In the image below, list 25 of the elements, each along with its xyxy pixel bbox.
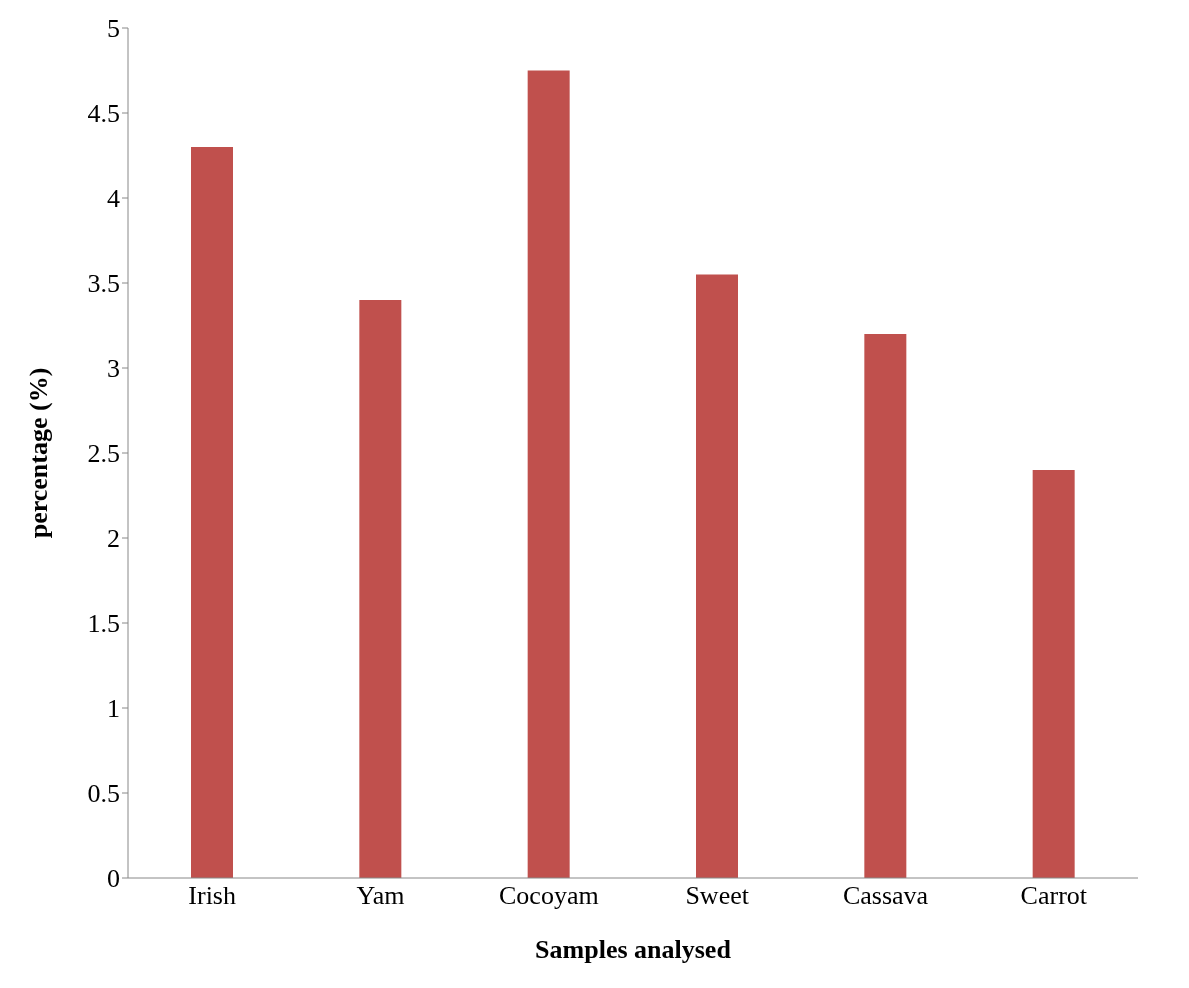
y-tick-label: 0.5 [87, 779, 120, 809]
bar [864, 334, 907, 878]
y-tick-label: 3 [107, 354, 120, 384]
x-axis-title: Samples analysed [535, 935, 732, 964]
bar [1032, 470, 1075, 878]
y-tick-label: 1 [107, 694, 120, 724]
x-tick-label: Cocoyam [499, 881, 599, 911]
bar [696, 274, 738, 878]
y-axis-title: percentage (%) [24, 367, 54, 539]
y-tick-label: 0 [107, 864, 120, 894]
y-tick-label: 4 [107, 184, 120, 214]
y-tick-label: 4.5 [87, 99, 120, 129]
bar [191, 147, 233, 878]
x-tick-label: Cassava [842, 881, 929, 911]
bar [359, 300, 402, 878]
x-tick-label: Carrot [1020, 881, 1088, 911]
x-tick-label: Sweet [685, 881, 750, 911]
bar [527, 70, 570, 878]
x-tick-label: Irish [188, 881, 236, 911]
y-tick-label: 1.5 [87, 609, 120, 639]
y-tick-label: 5 [107, 14, 120, 44]
x-tick-label: Yam [356, 881, 405, 911]
y-tick-label: 2.5 [87, 439, 120, 469]
y-tick-label: 3.5 [87, 269, 120, 299]
y-tick-label: 2 [107, 524, 120, 554]
